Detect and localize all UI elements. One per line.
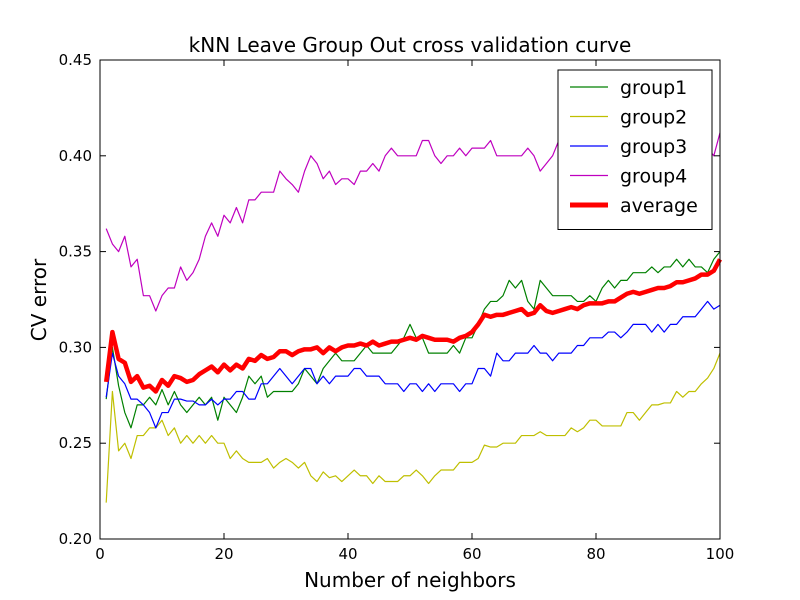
chart-title: kNN Leave Group Out cross validation cur…: [189, 33, 632, 57]
y-tick-label: 0.40: [59, 147, 92, 165]
y-tick-label: 0.20: [59, 530, 92, 548]
series-line-group1: [105, 251, 721, 429]
y-axis-title: CV error: [27, 258, 51, 341]
x-tick-label: 40: [338, 545, 357, 563]
legend-label-average: average: [620, 195, 698, 217]
legend-label-group4: group4: [620, 166, 687, 188]
y-tick-label: 0.30: [59, 338, 92, 356]
x-tick-label: 100: [706, 545, 735, 563]
y-tick-label: 0.45: [59, 51, 92, 69]
x-tick-label: 0: [95, 545, 105, 563]
legend-label-group3: group3: [620, 136, 687, 158]
plot-frame: [99, 59, 721, 540]
ticks-layer: 0 20 40 60 80 100 0.20 0.25 0.30 0.35 0.40 0.45: [59, 51, 735, 563]
x-tick-label: 60: [462, 545, 481, 563]
series-line-average: [103, 258, 722, 394]
x-tick-label: 20: [214, 545, 233, 563]
y-tick-label: 0.25: [59, 434, 92, 452]
y-tick-label: 0.35: [59, 243, 92, 261]
legend: group1 group2 group3 group4 average: [557, 69, 713, 230]
series-line-group2: [105, 352, 721, 503]
series-line-group3: [105, 300, 721, 429]
legend-label-group1: group1: [620, 77, 687, 99]
legend-label-group2: group2: [620, 107, 687, 129]
x-tick-label: 80: [586, 545, 605, 563]
x-axis-title: Number of neighbors: [304, 568, 516, 592]
